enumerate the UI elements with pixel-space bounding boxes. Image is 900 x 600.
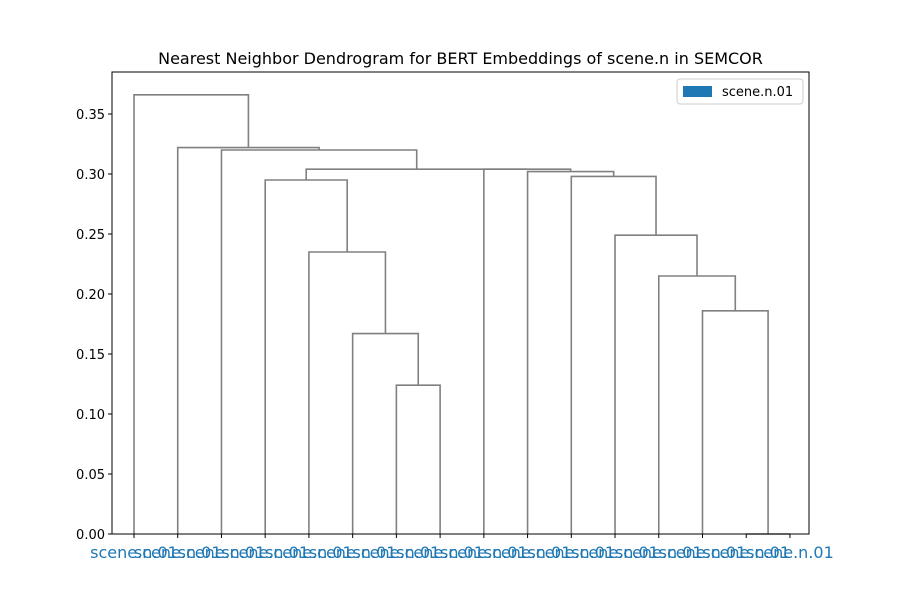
leaf-label: scene.n.01 bbox=[396, 543, 484, 562]
dendrogram-links bbox=[133, 94, 790, 535]
leaf-label: scene.n.01 bbox=[265, 543, 353, 562]
leaf-label: scene.n.01 bbox=[571, 543, 659, 562]
dendrogram-link bbox=[614, 234, 698, 534]
leaf-label: scene.n.01 bbox=[309, 543, 397, 562]
chart-title: Nearest Neighbor Dendrogram for BERT Emb… bbox=[158, 49, 763, 68]
x-axis: scene.n.01scene.n.01scene.n.01scene.n.01… bbox=[90, 534, 834, 562]
leaf-label: scene.n.01 bbox=[134, 543, 222, 562]
leaf-label: scene.n.01 bbox=[440, 543, 528, 562]
dendrogram-link bbox=[570, 175, 657, 534]
legend-box bbox=[676, 78, 804, 105]
y-axis: 0.00 0.05 0.10 0.15 0.20 0.25 0.30 0.35 bbox=[76, 108, 112, 543]
dendrogram-link bbox=[483, 168, 572, 534]
leaf-label: scene.n.01 bbox=[659, 543, 747, 562]
dendrogram-link bbox=[133, 94, 250, 534]
legend-swatch bbox=[683, 86, 712, 97]
leaf-label: scene.n.01 bbox=[90, 543, 178, 562]
leaf-label: scene.n.01 bbox=[353, 543, 441, 562]
leaf-label: scene.n.01 bbox=[221, 543, 309, 562]
leaf-label: scene.n.01 bbox=[527, 543, 615, 562]
dendrogram-link bbox=[264, 179, 348, 534]
leaf-label: scene.n.01 bbox=[178, 543, 266, 562]
dendrogram-link bbox=[657, 275, 737, 534]
y-tick-label: 0.25 bbox=[76, 228, 105, 243]
dendrogram-link bbox=[176, 146, 320, 534]
axes-frame bbox=[111, 71, 810, 535]
y-tick-label: 0.20 bbox=[76, 288, 105, 303]
y-tick-label: 0.05 bbox=[76, 468, 105, 483]
y-tick-label: 0.35 bbox=[76, 108, 105, 123]
y-tick-label: 0.00 bbox=[76, 528, 105, 543]
legend: scene.n.01 bbox=[676, 78, 804, 105]
y-tick-label: 0.10 bbox=[76, 408, 105, 423]
leaf-label: scene.n.01 bbox=[746, 543, 834, 562]
y-tick-label: 0.30 bbox=[76, 168, 105, 183]
dendrogram-link bbox=[351, 332, 420, 534]
leaf-label: scene.n.01 bbox=[484, 543, 572, 562]
dendrogram-link bbox=[305, 168, 528, 180]
dendrogram-link bbox=[395, 384, 441, 534]
dendrogram-link bbox=[701, 310, 769, 534]
dendrogram-link bbox=[308, 251, 387, 534]
dendrogram-link bbox=[220, 149, 418, 534]
leaf-label: scene.n.01 bbox=[615, 543, 703, 562]
y-tick-label: 0.15 bbox=[76, 348, 105, 363]
legend-label: scene.n.01 bbox=[722, 85, 793, 100]
leaf-label: scene.n.01 bbox=[702, 543, 790, 562]
